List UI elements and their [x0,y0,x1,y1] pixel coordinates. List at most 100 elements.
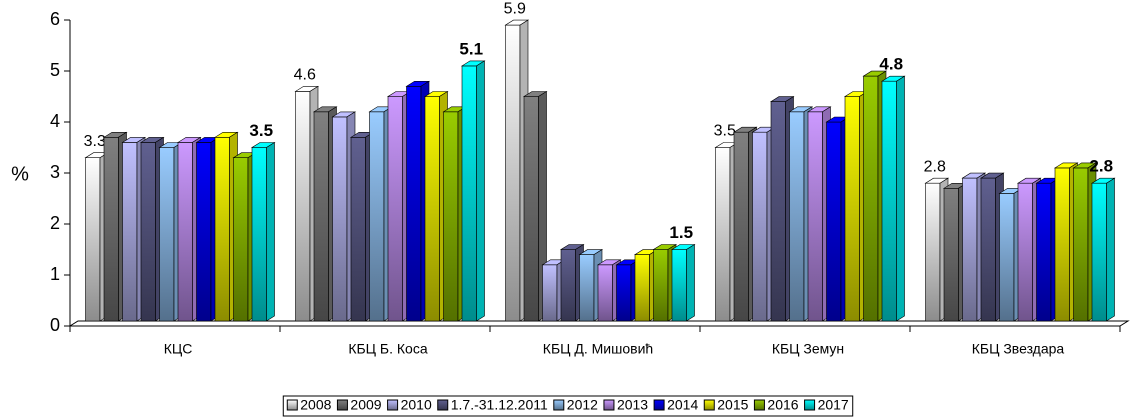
legend-label: 2014 [667,397,698,413]
bar-front [505,24,521,322]
legend-label: 2012 [567,397,598,413]
bar-front [443,111,459,322]
legend-item: 2013 [603,397,648,413]
legend-swatch [336,399,348,411]
legend-item: 2010 [387,397,432,413]
data-label: 3.3 [84,133,106,150]
data-label: 2.8 [924,158,946,175]
legend-label: 2017 [818,397,849,413]
bar-front [962,177,978,322]
bar-front [369,111,385,322]
bar-front [332,116,348,322]
x-tick-label: КБЦ Д. Мишовић [543,341,653,357]
legend-label: 2016 [767,397,798,413]
legend-item: 2016 [753,397,799,413]
bar-front [350,137,366,322]
bar-front [560,249,576,322]
bar-front [881,80,897,322]
bar-front [634,254,650,322]
legend-label: 2013 [617,397,648,413]
bar-front [542,264,558,322]
data-label: 5.1 [459,39,483,58]
legend-label: 1.7.-31.12.2011 [451,397,548,413]
bar-front [159,147,175,322]
legend-label: 2008 [300,397,331,413]
legend-item: 2014 [653,397,698,413]
data-label: 3.5 [249,121,273,140]
legend-swatch [437,399,449,411]
bar-side [476,60,485,322]
bar-front [807,111,823,322]
data-label: 2.8 [1089,157,1113,176]
bar-front [251,147,267,322]
bar-front [579,254,595,322]
bar-front [313,111,329,322]
legend-label: 2015 [717,397,748,413]
data-label: 4.8 [879,55,903,74]
legend-item: 2012 [553,397,598,413]
y-tick-label: 3 [50,162,60,182]
legend-item: 2017 [804,397,849,413]
y-tick-label: 2 [50,213,60,233]
bar-front [233,157,249,322]
bar [880,75,906,322]
legend-item: 1.7.-31.12.2011 [437,397,548,413]
bar [670,243,696,322]
x-tick-label: КЦС [164,341,193,357]
legend-item: 2015 [703,397,749,413]
bar-front [122,142,138,322]
legend-swatch [387,399,399,411]
bar [924,177,950,322]
data-label: 4.6 [294,67,316,84]
bar-front [295,91,311,322]
bar-front [1017,182,1033,322]
legend-swatch [753,399,765,411]
bar-front [789,111,805,322]
bar-front [1054,167,1070,322]
y-axis-label: % [11,163,29,185]
bar-front [461,65,477,322]
legend-swatch [703,399,715,411]
bar-front [597,264,613,322]
legend-swatch [553,399,565,411]
x-tick-label: КБЦ Б. Коса [348,341,427,357]
data-label: 3.5 [714,123,736,140]
bar-front [387,96,403,322]
bar-front [1073,167,1089,322]
bar [1090,177,1116,322]
legend-item: 2009 [336,397,382,413]
bar-front [844,96,860,322]
y-tick-label: 0 [50,315,60,335]
legend-swatch [286,399,298,411]
bar-front [616,264,632,322]
bar-front [177,142,193,322]
bar-front [196,142,212,322]
bar [460,60,486,322]
bar-side [266,141,275,322]
bar-front [980,177,996,322]
bar-front [424,96,440,322]
bar-front [406,86,422,322]
data-label: 1.5 [669,223,693,242]
y-tick-label: 6 [50,9,60,29]
legend-item: 2008 [286,397,332,413]
legend-label: 2009 [350,397,381,413]
legend-swatch [653,399,665,411]
bar-front [826,121,842,322]
bar-front [1036,182,1052,322]
legend-box [282,395,854,417]
bar-front [523,96,539,322]
bar-side [1106,177,1115,322]
bar-front [715,147,731,322]
bar-front [103,137,119,322]
bar-front [999,193,1015,322]
legend: 2008 2009 2010 1.7.-31.12.2011 2012 2013 2014 2… [286,397,849,413]
x-tick-label: КБЦ Земун [772,341,844,357]
bar-front [653,249,669,322]
floor [68,320,1130,327]
bar-front [770,101,786,322]
bar-front [671,249,687,322]
x-tick-label: КБЦ Звездара [972,341,1065,357]
bar-front [214,137,230,322]
